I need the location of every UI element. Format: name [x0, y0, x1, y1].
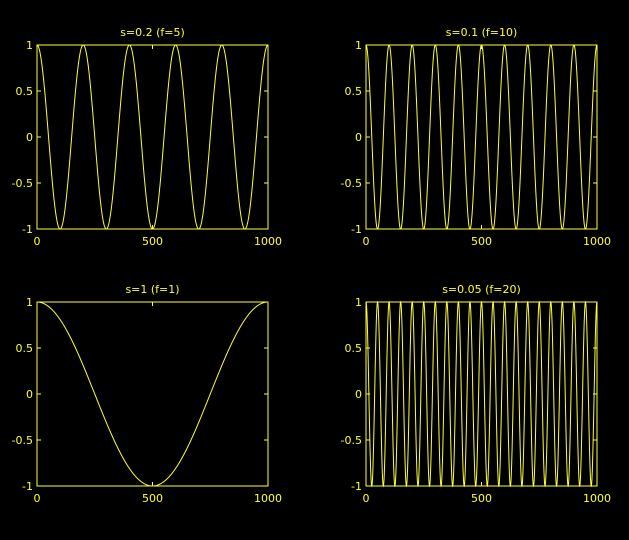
- y-tick-label: 0: [355, 131, 362, 144]
- subplot-3: s=1 (f=1) 0 500 1000 1 0.5 0 -0.5 -1: [12, 283, 282, 505]
- x-tick-label: 1000: [254, 492, 282, 505]
- subplot-title: s=0.1 (f=10): [446, 26, 518, 39]
- series-line: [36, 44, 269, 230]
- y-tick-label: 1: [355, 296, 362, 309]
- y-tick-label: 0: [26, 388, 33, 401]
- series-line: [365, 300, 598, 488]
- y-tick-label: 0: [355, 388, 362, 401]
- y-tick-label: 1: [355, 39, 362, 52]
- x-tick-label: 1000: [583, 235, 611, 248]
- x-tick-label: 0: [363, 235, 370, 248]
- x-tick-label: 500: [142, 492, 163, 505]
- x-tick-label: 500: [471, 492, 492, 505]
- subplot-2: s=0.1 (f=10) 0 500 1000 1 0.5 0 -0.5 -1: [341, 26, 611, 248]
- subplot-1: s=0.2 (f=5) 0 500 1000 1 0.5 0 -0.5 -1: [12, 26, 282, 248]
- y-tick-label: -0.5: [12, 434, 33, 447]
- y-tick-label: 1: [26, 39, 33, 52]
- subplot-4: s=0.05 (f=20) 0 500 1000 1 0.5 0 -0.5 -1: [341, 283, 611, 505]
- axes-box: [36, 301, 269, 487]
- y-tick-label: -0.5: [12, 177, 33, 190]
- y-tick-label: -1: [351, 223, 362, 236]
- series-line: [37, 301, 268, 487]
- y-tick-label: -1: [22, 223, 33, 236]
- x-tick-label: 0: [34, 235, 41, 248]
- x-tick-label: 1000: [254, 235, 282, 248]
- y-tick-label: -0.5: [341, 177, 362, 190]
- y-tick-label: -1: [351, 480, 362, 493]
- y-tick-label: -1: [22, 480, 33, 493]
- y-tick-label: 1: [26, 296, 33, 309]
- subplot-title: s=1 (f=1): [125, 283, 179, 296]
- y-tick-label: 0.5: [345, 342, 363, 355]
- y-tick-label: 0: [26, 131, 33, 144]
- series-line: [365, 44, 598, 230]
- x-tick-label: 0: [363, 492, 370, 505]
- y-tick-label: -0.5: [341, 434, 362, 447]
- y-tick-label: 0.5: [16, 342, 34, 355]
- y-tick-label: 0.5: [16, 85, 34, 98]
- axes-box: [365, 301, 598, 487]
- axes-box: [365, 44, 598, 230]
- x-tick-label: 500: [142, 235, 163, 248]
- subplot-title: s=0.2 (f=5): [120, 26, 185, 39]
- x-tick-label: 500: [471, 235, 492, 248]
- x-tick-label: 1000: [583, 492, 611, 505]
- subplot-title: s=0.05 (f=20): [442, 283, 521, 296]
- y-tick-label: 0.5: [345, 85, 363, 98]
- x-tick-label: 0: [34, 492, 41, 505]
